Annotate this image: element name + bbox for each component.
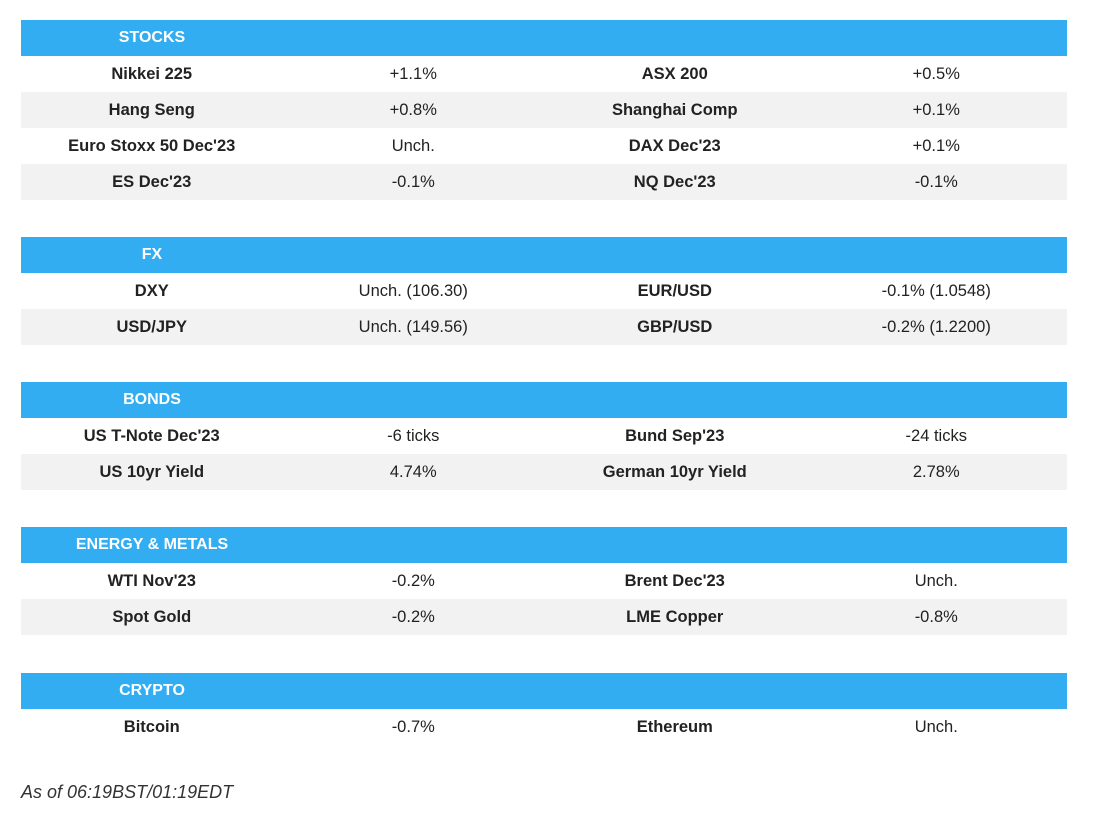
table-row: DXY Unch. (106.30) EUR/USD -0.1% (1.0548… [21,273,1067,309]
instrument-change: -0.2% [391,608,435,626]
table-row: Euro Stoxx 50 Dec'23 Unch. DAX Dec'23 +0… [21,128,1067,164]
table-row: Nikkei 225 +1.1% ASX 200 +0.5% [21,56,1067,92]
table-row: WTI Nov'23 -0.2% Brent Dec'23 Unch. [21,563,1067,599]
instrument-name: GBP/USD [637,318,713,336]
instrument-change: Unch. [914,572,958,590]
table-row: US 10yr Yield 4.74% German 10yr Yield 2.… [21,454,1067,490]
instrument-change: -24 ticks [905,427,967,445]
instrument-change: -0.7% [391,718,435,736]
instrument-change: -6 ticks [387,427,440,445]
instrument-change: 2.78% [912,463,960,481]
table-row: US T-Note Dec'23 -6 ticks Bund Sep'23 -2… [21,418,1067,454]
instrument-name: Euro Stoxx 50 Dec'23 [68,137,236,155]
section-header: STOCKS [21,20,1067,56]
table-row: Bitcoin -0.7% Ethereum Unch. [21,709,1067,745]
section-title: FX [141,246,163,263]
table-row: USD/JPY Unch. (149.56) GBP/USD -0.2% (1.… [21,309,1067,345]
instrument-name: DXY [134,282,169,300]
section-crypto: CRYPTO Bitcoin -0.7% Ethereum Unch. [21,673,1067,745]
section-title: CRYPTO [119,682,185,699]
instrument-change: +0.5% [912,65,960,83]
instrument-name: NQ Dec'23 [633,173,716,191]
section-header: ENERGY & METALS [21,527,1067,563]
section-header: BONDS [21,382,1067,418]
instrument-change: Unch. [914,718,958,736]
section-fx: FX DXY Unch. (106.30) EUR/USD -0.1% (1.0… [21,237,1067,345]
instrument-name: Spot Gold [112,608,192,626]
section-header: CRYPTO [21,673,1067,709]
section-energy-metals: ENERGY & METALS WTI Nov'23 -0.2% Brent D… [21,527,1067,635]
table-row: Spot Gold -0.2% LME Copper -0.8% [21,599,1067,635]
table-row: ES Dec'23 -0.1% NQ Dec'23 -0.1% [21,164,1067,200]
instrument-name: Shanghai Comp [611,101,738,119]
instrument-name: EUR/USD [637,282,712,300]
instrument-change: -0.1% [391,173,435,191]
instrument-change: 4.74% [389,463,437,481]
instrument-change: +0.8% [389,101,437,119]
timestamp-note: As of 06:19BST/01:19EDT [21,782,234,802]
instrument-name: Bitcoin [123,718,180,736]
section-stocks: STOCKS Nikkei 225 +1.1% ASX 200 +0.5% Ha… [21,20,1067,200]
instrument-name: German 10yr Yield [602,463,747,481]
instrument-change: +0.1% [912,101,960,119]
instrument-name: DAX Dec'23 [628,137,721,155]
instrument-name: US T-Note Dec'23 [83,427,220,445]
section-bonds: BONDS US T-Note Dec'23 -6 ticks Bund Sep… [21,382,1067,490]
section-title: STOCKS [118,29,186,46]
instrument-name: WTI Nov'23 [107,572,196,590]
instrument-change: -0.1% (1.0548) [881,282,991,300]
table-row: Hang Seng +0.8% Shanghai Comp +0.1% [21,92,1067,128]
section-header: FX [21,237,1067,273]
instrument-change: -0.1% [914,173,958,191]
instrument-name: ES Dec'23 [112,173,192,191]
instrument-change: +1.1% [389,65,437,83]
instrument-name: LME Copper [626,608,724,626]
instrument-name: ASX 200 [641,65,708,83]
instrument-change: Unch. [391,137,435,155]
instrument-name: US 10yr Yield [99,463,205,481]
instrument-name: Ethereum [636,718,713,736]
section-title: BONDS [123,391,181,408]
instrument-name: USD/JPY [116,318,188,336]
instrument-change: -0.2% (1.2200) [881,318,991,336]
instrument-change: -0.8% [914,608,958,626]
instrument-name: Bund Sep'23 [625,427,725,445]
instrument-name: Nikkei 225 [111,65,193,83]
section-title: ENERGY & METALS [75,536,229,553]
instrument-change: +0.1% [912,137,960,155]
instrument-change: Unch. (106.30) [358,282,468,300]
instrument-name: Hang Seng [108,101,195,119]
instrument-change: Unch. (149.56) [358,318,468,336]
instrument-change: -0.2% [391,572,435,590]
instrument-name: Brent Dec'23 [624,572,725,590]
